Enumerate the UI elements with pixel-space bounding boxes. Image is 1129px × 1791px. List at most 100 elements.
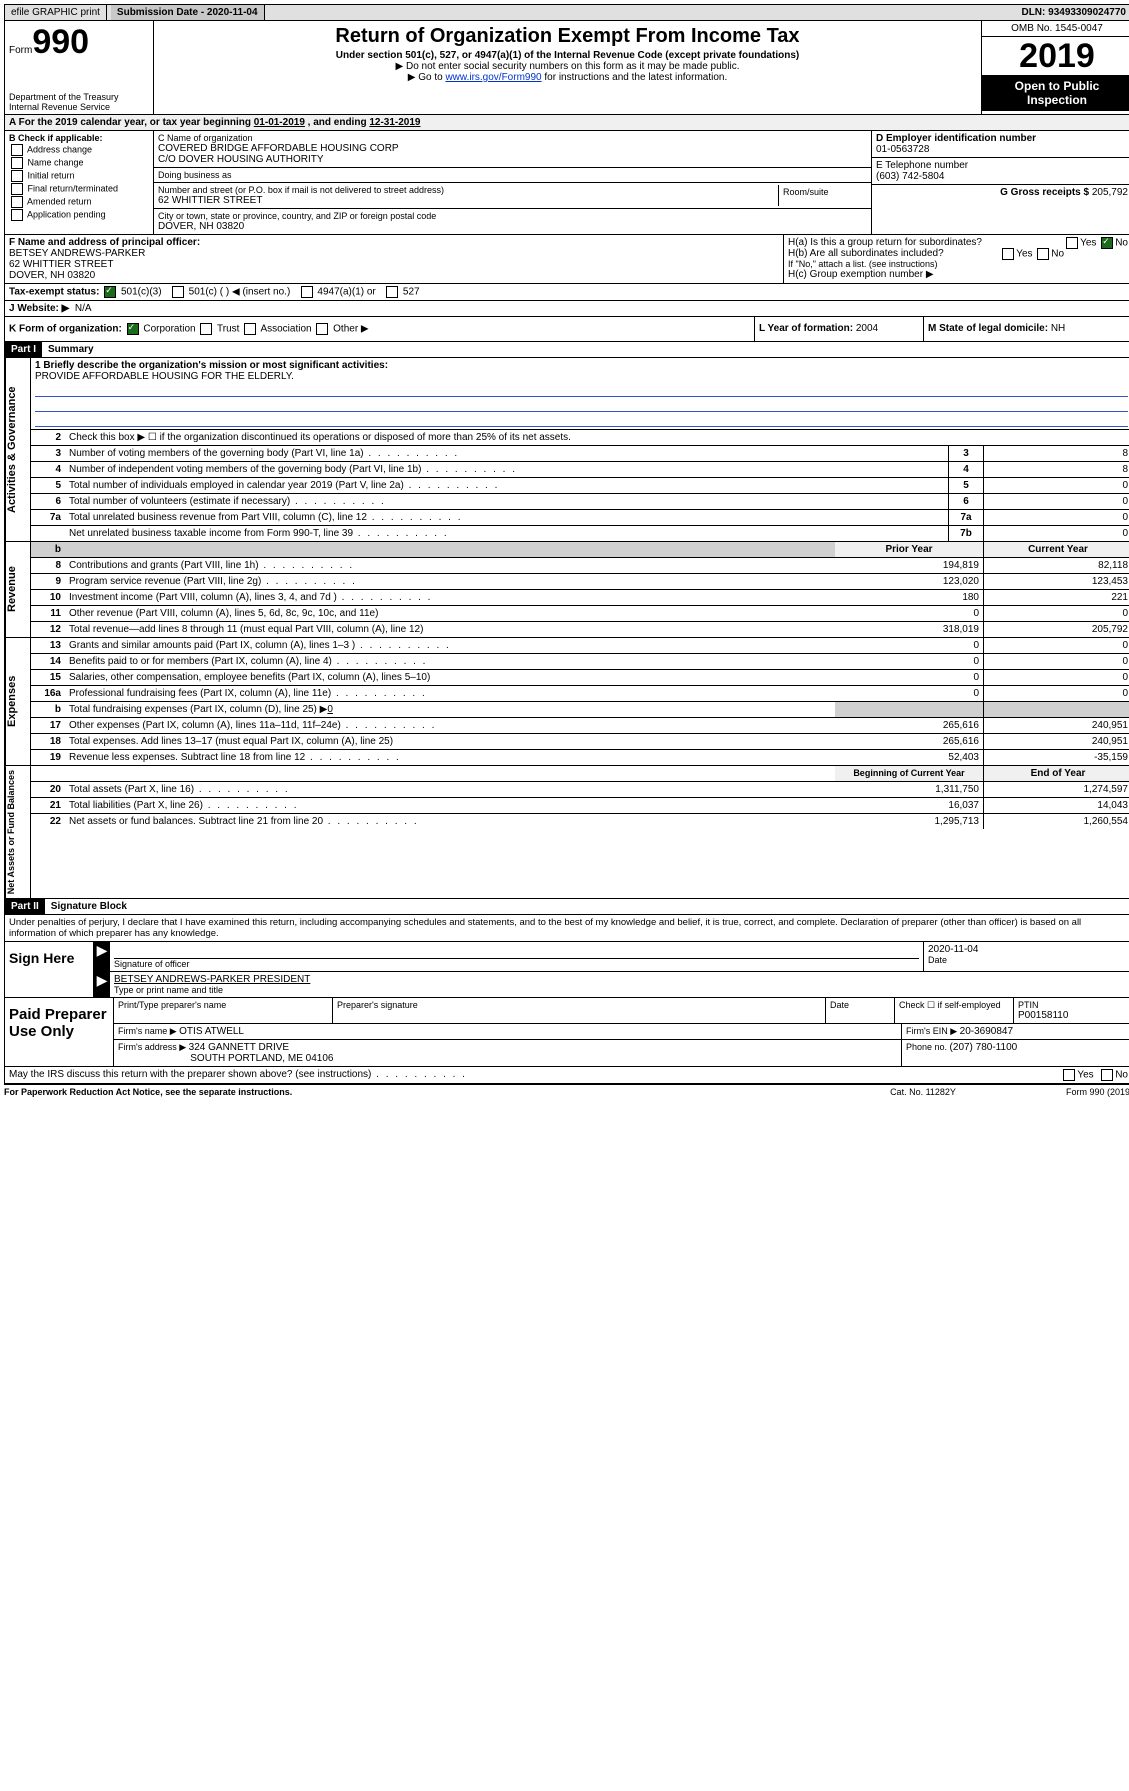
corp-check[interactable] xyxy=(127,323,139,335)
initial-return-check[interactable]: Initial return xyxy=(9,170,149,182)
period-end: 12-31-2019 xyxy=(369,117,420,128)
amended-return-check[interactable]: Amended return xyxy=(9,196,149,208)
subtitle: Under section 501(c), 527, or 4947(a)(1)… xyxy=(158,50,977,61)
discuss-row: May the IRS discuss this return with the… xyxy=(4,1067,1129,1084)
sig-arrow-icon-2: ▶ xyxy=(94,972,110,997)
part1-badge: Part I xyxy=(5,342,42,357)
sign-here-label: Sign Here xyxy=(5,942,94,997)
part1-header-row: Part I Summary xyxy=(4,342,1129,358)
l15-curr: 0 xyxy=(983,670,1129,685)
dln-label: DLN: 93493309024770 xyxy=(1015,5,1129,20)
firm-ein: 20-3690847 xyxy=(960,1026,1013,1037)
omb-number: OMB No. 1545-0047 xyxy=(982,21,1129,37)
submission-date-button[interactable]: Submission Date - 2020-11-04 xyxy=(111,5,265,20)
cat-number: Cat. No. 11282Y xyxy=(853,1087,993,1097)
side-label-governance: Activities & Governance xyxy=(5,358,31,541)
officer-name: BETSEY ANDREWS-PARKER xyxy=(9,248,779,259)
box-c: C Name of organization COVERED BRIDGE AF… xyxy=(154,131,871,234)
l21-boy: 16,037 xyxy=(835,798,983,813)
right-col-deg: D Employer identification number 01-0563… xyxy=(871,131,1129,234)
addr-change-check[interactable]: Address change xyxy=(9,144,149,156)
year-box: OMB No. 1545-0047 2019 Open to Public In… xyxy=(981,21,1129,114)
efile-label: efile GRAPHIC print xyxy=(5,5,107,20)
l18-prior: 265,616 xyxy=(835,734,983,749)
l15-prior: 0 xyxy=(835,670,983,685)
officer-name-title: BETSEY ANDREWS-PARKER PRESIDENT xyxy=(114,974,1128,985)
ptin-value: P00158110 xyxy=(1018,1010,1128,1021)
sig-arrow-icon: ▶ xyxy=(94,942,110,971)
firm-addr1: 324 GANNETT DRIVE xyxy=(189,1042,289,1053)
form-ref: Form 990 (2019) xyxy=(993,1087,1129,1097)
paid-preparer-row: Paid Preparer Use Only Print/Type prepar… xyxy=(4,998,1129,1067)
ein-value: 01-0563728 xyxy=(876,144,1128,155)
l16a-prior: 0 xyxy=(835,686,983,701)
l10-curr: 221 xyxy=(983,590,1129,605)
part2-badge: Part II xyxy=(5,899,45,914)
period-row: A For the 2019 calendar year, or tax yea… xyxy=(4,115,1129,131)
officer-city: DOVER, NH 03820 xyxy=(9,270,779,281)
phone-value: (603) 742-5804 xyxy=(876,171,1128,182)
l20-eoy: 1,274,597 xyxy=(983,782,1129,797)
period-begin: 01-01-2019 xyxy=(254,117,305,128)
501c3-check[interactable] xyxy=(104,286,116,298)
part1-title: Summary xyxy=(42,342,100,357)
l22-eoy: 1,260,554 xyxy=(983,814,1129,829)
street-address: 62 WHITTIER STREET xyxy=(158,195,778,206)
side-label-revenue: Revenue xyxy=(5,542,31,637)
box-f: F Name and address of principal officer:… xyxy=(5,235,784,283)
l5-value: 0 xyxy=(984,478,1129,493)
l12-curr: 205,792 xyxy=(983,622,1129,637)
l19-prior: 52,403 xyxy=(835,750,983,765)
l17-curr: 240,951 xyxy=(983,718,1129,733)
l3-value: 8 xyxy=(984,446,1129,461)
officer-street: 62 WHITTIER STREET xyxy=(9,259,779,270)
discuss-no-check[interactable] xyxy=(1101,1069,1113,1081)
part2-title: Signature Block xyxy=(45,899,133,914)
state-domicile: NH xyxy=(1051,323,1065,334)
l21-eoy: 14,043 xyxy=(983,798,1129,813)
final-return-check[interactable]: Final return/terminated xyxy=(9,183,149,195)
l8-curr: 82,118 xyxy=(983,558,1129,573)
form-number: 990 xyxy=(32,23,89,61)
l18-curr: 240,951 xyxy=(983,734,1129,749)
box-j: J Website: ▶ N/A xyxy=(4,301,1129,317)
entity-block: B Check if applicable: Address change Na… xyxy=(4,131,1129,235)
form-number-box: Form990 Department of the Treasury Inter… xyxy=(5,21,154,114)
activities-governance-block: Activities & Governance 1 Briefly descri… xyxy=(4,358,1129,542)
firm-addr2: SOUTH PORTLAND, ME 04106 xyxy=(190,1053,333,1064)
dept-label: Department of the Treasury Internal Reve… xyxy=(9,92,149,112)
box-h: H(a) Is this a group return for subordin… xyxy=(784,235,1129,283)
sign-here-row: Sign Here ▶ Signature of officer 2020-11… xyxy=(4,942,1129,998)
title-box: Return of Organization Exempt From Incom… xyxy=(154,21,981,114)
expenses-block: Expenses 13Grants and similar amounts pa… xyxy=(4,638,1129,766)
paperwork-notice: For Paperwork Reduction Act Notice, see … xyxy=(4,1087,853,1097)
note-goto: ▶ Go to www.irs.gov/Form990 for instruct… xyxy=(158,72,977,83)
l7b-value: 0 xyxy=(984,526,1129,541)
box-b: B Check if applicable: Address change Na… xyxy=(5,131,154,234)
name-change-check[interactable]: Name change xyxy=(9,157,149,169)
fh-row: F Name and address of principal officer:… xyxy=(4,235,1129,284)
l11-prior: 0 xyxy=(835,606,983,621)
ha-no-check[interactable] xyxy=(1101,237,1113,249)
note-ssn: ▶ Do not enter social security numbers o… xyxy=(158,61,977,72)
firm-phone: (207) 780-1100 xyxy=(950,1042,1018,1053)
l19-curr: -35,159 xyxy=(983,750,1129,765)
irs-link[interactable]: www.irs.gov/Form990 xyxy=(445,72,541,83)
l6-value: 0 xyxy=(984,494,1129,509)
form-label: Form xyxy=(9,45,32,56)
l9-prior: 123,020 xyxy=(835,574,983,589)
gross-receipts: 205,792 xyxy=(1092,187,1128,198)
l20-boy: 1,311,750 xyxy=(835,782,983,797)
l16b-value: 0 xyxy=(327,704,333,715)
app-pending-check[interactable]: Application pending xyxy=(9,209,149,221)
form-title: Return of Organization Exempt From Incom… xyxy=(158,25,977,48)
l22-boy: 1,295,713 xyxy=(835,814,983,829)
side-label-expenses: Expenses xyxy=(5,638,31,765)
perjury-statement: Under penalties of perjury, I declare th… xyxy=(4,915,1129,942)
page-footer: For Paperwork Reduction Act Notice, see … xyxy=(4,1084,1129,1099)
discuss-yes-check[interactable] xyxy=(1063,1069,1075,1081)
l4-value: 8 xyxy=(984,462,1129,477)
l12-prior: 318,019 xyxy=(835,622,983,637)
tax-year: 2019 xyxy=(982,37,1129,75)
website-value: N/A xyxy=(75,303,92,314)
